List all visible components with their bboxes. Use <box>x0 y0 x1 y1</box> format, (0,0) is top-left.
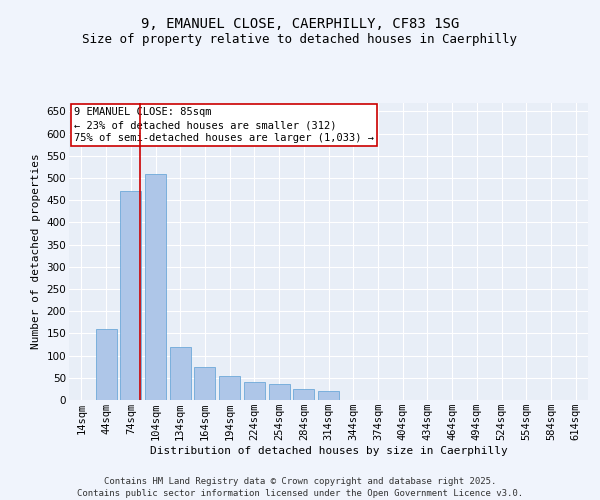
Bar <box>145 174 166 400</box>
Bar <box>170 346 191 400</box>
X-axis label: Distribution of detached houses by size in Caerphilly: Distribution of detached houses by size … <box>149 446 508 456</box>
Bar <box>318 391 339 400</box>
Text: Contains HM Land Registry data © Crown copyright and database right 2025.
Contai: Contains HM Land Registry data © Crown c… <box>77 476 523 498</box>
Bar <box>120 192 141 400</box>
Bar <box>95 329 116 400</box>
Bar <box>194 366 215 400</box>
Bar <box>293 389 314 400</box>
Text: 9, EMANUEL CLOSE, CAERPHILLY, CF83 1SG: 9, EMANUEL CLOSE, CAERPHILLY, CF83 1SG <box>141 18 459 32</box>
Text: 9 EMANUEL CLOSE: 85sqm
← 23% of detached houses are smaller (312)
75% of semi-de: 9 EMANUEL CLOSE: 85sqm ← 23% of detached… <box>74 107 374 144</box>
Bar <box>269 384 290 400</box>
Text: Size of property relative to detached houses in Caerphilly: Size of property relative to detached ho… <box>83 32 517 46</box>
Y-axis label: Number of detached properties: Number of detached properties <box>31 154 41 349</box>
Bar <box>244 382 265 400</box>
Bar <box>219 376 240 400</box>
